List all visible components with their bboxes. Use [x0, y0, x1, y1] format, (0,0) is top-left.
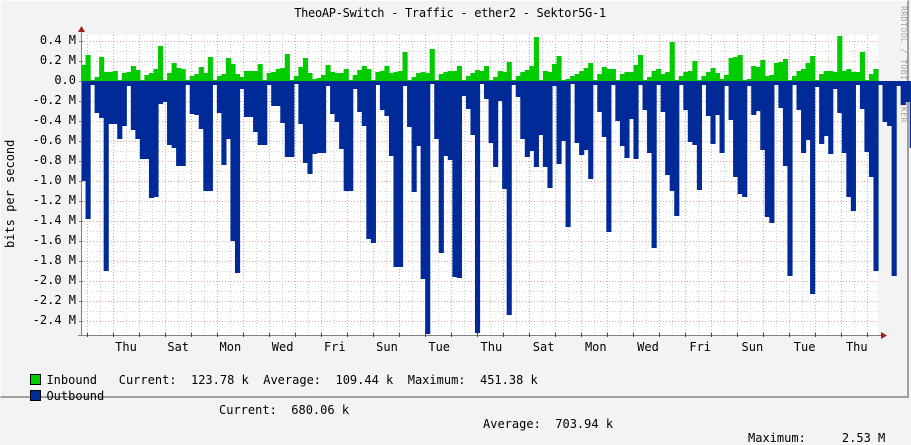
y-tick-label: -2.2 M — [32, 293, 76, 307]
graph-frame — [0, 0, 909, 398]
x-axis-arrow-icon — [881, 332, 887, 339]
y-tick-label: -1.2 M — [32, 193, 76, 207]
inbound-series — [81, 36, 879, 81]
legend-outbound-maximum-label: Maximum: — [748, 431, 806, 445]
y-tick-label: -0.8 M — [32, 153, 76, 167]
legend-inbound: Inbound Current: 123.78 k Average: 109.4… — [16, 359, 538, 387]
y-tick-label: -2.0 M — [32, 273, 76, 287]
legend-inbound-current-label: Current: — [118, 373, 177, 387]
legend-inbound-maximum: 451.38 k — [479, 373, 538, 387]
rrdtool-watermark: RRDTOOL / TOBI OETIKER — [899, 6, 908, 123]
y-tick-label: -1.4 M — [32, 213, 76, 227]
y-tick-label: -0.4 M — [32, 113, 76, 127]
x-tick-label: Sun — [376, 340, 398, 354]
legend-outbound-maximum: 2.53 M — [841, 431, 886, 445]
x-tick-label: Wed — [637, 340, 659, 354]
plot-area — [78, 26, 911, 339]
legend-outbound-label: Outbound — [46, 389, 105, 403]
x-tick-label: Tue — [793, 340, 816, 354]
y-tick-label: -0.6 M — [32, 133, 76, 147]
x-tick-label: Sun — [741, 340, 764, 354]
inbound-swatch-icon — [30, 374, 42, 385]
x-tick-label: Thu — [845, 340, 868, 354]
legend-inbound-label: Inbound — [46, 373, 98, 387]
x-tick-label: Mon — [584, 340, 607, 354]
x-tick-label: Fri — [323, 340, 346, 354]
legend-inbound-average-label: Average: — [263, 373, 322, 387]
y-tick-label: 0.2 M — [39, 53, 76, 67]
x-tick-label: Sat — [167, 340, 190, 354]
legend-inbound-current: 123.78 k — [190, 373, 249, 387]
x-tick-label: Fri — [689, 340, 712, 354]
y-tick-label: -0.2 M — [32, 93, 76, 107]
x-tick-label: Tue — [428, 340, 451, 354]
legend-inbound-average: 109.44 k — [335, 373, 394, 387]
chart-title: TheoAP-Switch - Traffic - ether2 - Sekto… — [294, 6, 606, 20]
y-tick-label: 0.4 M — [39, 33, 76, 47]
y-tick-label: -2.4 M — [32, 313, 76, 327]
legend-outbound-average: 703.94 k — [555, 417, 614, 431]
x-tick-label: Thu — [115, 340, 137, 354]
legend-outbound-current: 680.06 k — [291, 403, 350, 417]
legend-outbound: Outbound Current: 680.06 k Average: 703.… — [16, 375, 896, 445]
y-axis-arrow-icon — [78, 26, 85, 32]
y-tick-label: -1.0 M — [32, 173, 76, 187]
legend-outbound-current-label: Current: — [219, 403, 277, 417]
x-tick-label: Thu — [480, 340, 503, 354]
y-tick-label: 0.0 — [54, 73, 76, 87]
outbound-series — [81, 81, 911, 334]
legend-inbound-maximum-label: Maximum: — [407, 373, 466, 387]
y-tick-label: -1.8 M — [32, 253, 76, 267]
x-tick-label: Mon — [219, 340, 242, 354]
outbound-swatch-icon — [30, 390, 42, 401]
x-tick-label: Sat — [532, 340, 555, 354]
y-tick-label: -1.6 M — [32, 233, 76, 247]
legend-outbound-average-label: Average: — [483, 417, 541, 431]
x-tick-label: Wed — [271, 340, 294, 354]
